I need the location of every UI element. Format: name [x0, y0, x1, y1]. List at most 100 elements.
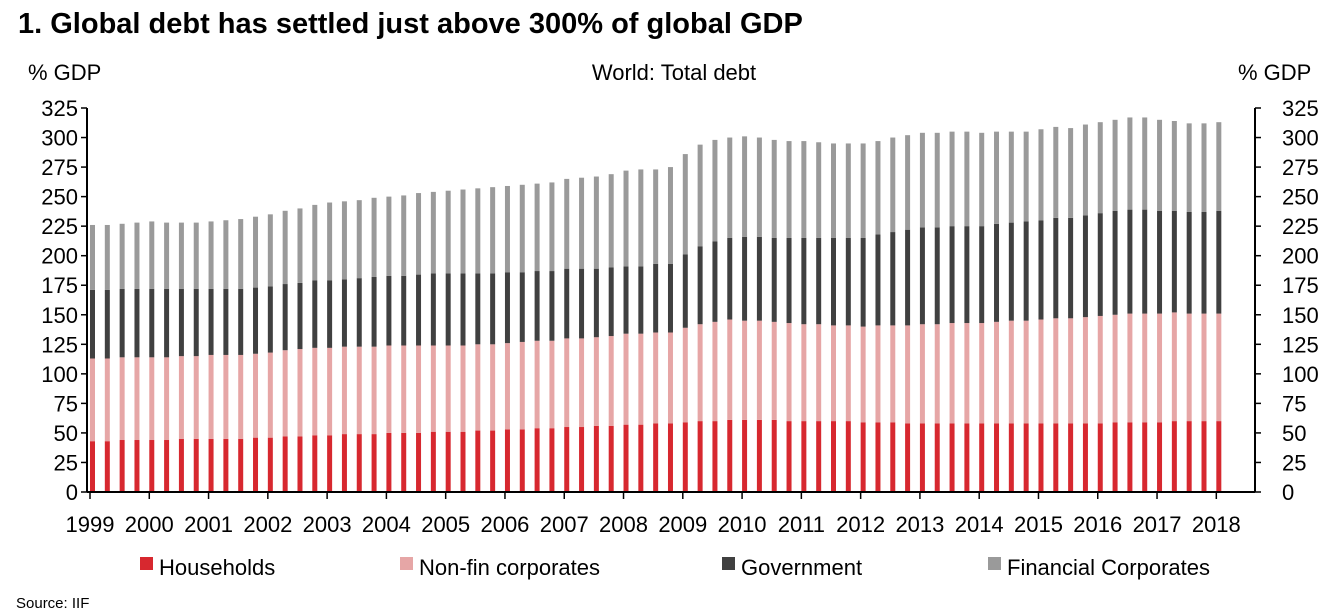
- bar-households-2015q1: [1038, 423, 1044, 492]
- bar-households-2012q1: [860, 422, 866, 492]
- bar-financial-corporates-2015q2: [1053, 126, 1059, 218]
- bar-financial-corporates-2003q1: [327, 202, 333, 281]
- bar-financial-corporates-2002q2: [282, 210, 288, 285]
- bar-financial-corporates-2004q4: [430, 191, 436, 274]
- bar-non-fin-corporates-2015q3: [1068, 318, 1074, 424]
- bar-financial-corporates-2016q4: [1142, 117, 1148, 210]
- bar-households-2005q3: [475, 430, 481, 492]
- legend-label-non-fin-corporates: Non-fin corporates: [419, 555, 600, 580]
- bar-households-2011q1: [801, 421, 807, 492]
- bar-financial-corporates-2003q4: [371, 197, 377, 277]
- bar-households-2000q3: [178, 438, 184, 492]
- bar-non-fin-corporates-2010q2: [756, 320, 762, 420]
- bar-financial-corporates-2016q1: [1097, 122, 1103, 214]
- bar-government-2001q3: [238, 288, 244, 355]
- bar-non-fin-corporates-2001q2: [223, 354, 229, 439]
- bar-financial-corporates-2009q2: [697, 144, 703, 247]
- bar-financial-corporates-2009q3: [712, 139, 718, 242]
- x-tick-label-2011: 2011: [778, 512, 825, 537]
- x-tick-label-2007: 2007: [540, 512, 589, 537]
- bar-government-2002q3: [297, 282, 303, 350]
- bar-households-2001q2: [223, 438, 229, 492]
- bar-financial-corporates-2002q1: [267, 214, 273, 287]
- bar-non-fin-corporates-2007q2: [579, 338, 585, 428]
- bar-households-2018q1: [1216, 421, 1222, 492]
- bar-government-2006q4: [549, 271, 555, 341]
- bar-financial-corporates-2008q4: [667, 167, 673, 264]
- bar-government-2015q1: [1038, 220, 1044, 320]
- bar-financial-corporates-2016q2: [1112, 119, 1118, 211]
- x-tick-label-2004: 2004: [362, 512, 411, 537]
- bar-government-2002q2: [282, 284, 288, 351]
- bar-non-fin-corporates-2008q3: [653, 332, 659, 424]
- bar-non-fin-corporates-2014q4: [1023, 320, 1029, 424]
- bar-non-fin-corporates-2006q2: [519, 341, 525, 430]
- bar-government-2009q3: [712, 241, 718, 322]
- bar-financial-corporates-2006q1: [504, 185, 510, 273]
- bar-government-2004q2: [401, 275, 407, 346]
- bar-government-2010q3: [771, 237, 777, 322]
- x-tick-label-2012: 2012: [836, 512, 885, 537]
- bar-households-2011q3: [831, 421, 836, 492]
- bar-households-2004q3: [416, 432, 422, 492]
- bar-non-fin-corporates-2017q3: [1186, 313, 1192, 422]
- bar-households-2008q1: [623, 424, 629, 492]
- bar-financial-corporates-2005q1: [445, 190, 451, 274]
- bar-households-2002q2: [282, 436, 288, 492]
- bar-non-fin-corporates-2007q4: [608, 336, 614, 426]
- bar-government-2013q1: [919, 227, 925, 325]
- bar-households-2006q2: [519, 429, 525, 492]
- bar-households-2003q3: [356, 434, 362, 492]
- bar-government-2010q4: [786, 237, 792, 324]
- y-tick-label-left-250: 250: [41, 185, 78, 210]
- bar-households-2010q2: [756, 419, 762, 492]
- bar-government-2006q2: [519, 272, 525, 342]
- bar-non-fin-corporates-2000q1: [149, 357, 155, 441]
- bar-households-2009q3: [712, 421, 718, 492]
- bar-non-fin-corporates-2009q1: [682, 327, 688, 423]
- bar-financial-corporates-2013q4: [964, 131, 970, 227]
- y-tick-label-left-50: 50: [54, 421, 78, 446]
- bar-households-2016q1: [1097, 423, 1103, 492]
- y-axis-label-left: % GDP: [28, 60, 102, 85]
- bar-government-2014q2: [994, 223, 1000, 322]
- bar-financial-corporates-2004q3: [416, 193, 422, 275]
- bar-households-2016q3: [1127, 422, 1133, 492]
- bar-financial-corporates-2007q3: [593, 176, 599, 269]
- bar-financial-corporates-2017q1: [1157, 119, 1163, 211]
- bar-government-2017q3: [1186, 211, 1192, 314]
- bar-non-fin-corporates-2009q3: [712, 321, 718, 422]
- bar-financial-corporates-2004q2: [401, 195, 407, 276]
- bar-households-2004q1: [386, 432, 392, 492]
- bar-financial-corporates-2003q2: [341, 201, 347, 280]
- bar-financial-corporates-2007q2: [579, 177, 585, 269]
- bar-households-1999q4: [134, 440, 140, 492]
- bar-households-2013q3: [949, 423, 955, 492]
- bar-government-2009q1: [682, 254, 688, 328]
- bar-government-2016q4: [1142, 209, 1148, 314]
- bar-government-2004q3: [416, 274, 422, 346]
- bar-households-2006q3: [534, 428, 540, 492]
- x-tick-label-2014: 2014: [955, 512, 1004, 537]
- bar-households-1999q3: [119, 440, 125, 492]
- bar-households-2012q4: [905, 423, 911, 492]
- x-tick-label-2015: 2015: [1014, 512, 1063, 537]
- bar-government-2007q3: [593, 268, 599, 338]
- bar-government-2008q3: [653, 263, 659, 333]
- y-tick-label-right-225: 225: [1282, 214, 1319, 239]
- bar-government-2005q4: [490, 273, 496, 345]
- bar-non-fin-corporates-2014q2: [994, 321, 1000, 424]
- x-tick-label-2002: 2002: [243, 512, 292, 537]
- y-tick-label-left-100: 100: [41, 362, 78, 387]
- bar-non-fin-corporates-2003q4: [371, 346, 377, 435]
- bar-financial-corporates-2000q4: [193, 222, 199, 289]
- bar-households-2005q4: [490, 430, 496, 492]
- bar-financial-corporates-2013q1: [919, 132, 925, 228]
- legend-swatch-financial-corporates: [988, 557, 1001, 570]
- bar-financial-corporates-2000q1: [149, 221, 155, 289]
- bar-non-fin-corporates-2007q1: [564, 338, 570, 428]
- bar-non-fin-corporates-2003q2: [341, 346, 347, 435]
- y-tick-label-right-300: 300: [1282, 126, 1319, 151]
- bar-financial-corporates-2010q3: [771, 139, 777, 238]
